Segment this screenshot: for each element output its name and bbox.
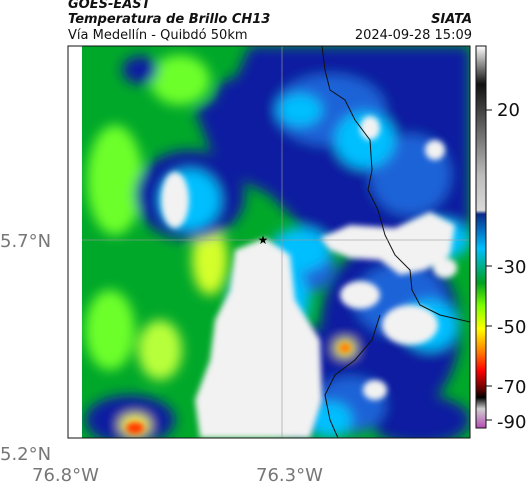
colorbar-label-m50: -50 <box>497 317 526 338</box>
lon-label-2: 76.3°W <box>256 465 323 486</box>
border-lines <box>321 46 470 438</box>
colorbar-label-m30: -30 <box>497 257 526 278</box>
map-gridlines <box>82 46 470 438</box>
satellite-title: GOES-EAST <box>68 0 151 12</box>
cloud-field <box>82 46 470 438</box>
lon-label-1: 76.8°W <box>32 465 99 486</box>
product-title: Temperatura de Brillo CH13 <box>68 12 271 27</box>
colorbar-ticks <box>486 109 492 421</box>
route-label: Vía Medellín - Quibdó 50km <box>68 28 248 43</box>
colorbar <box>475 45 487 429</box>
colorbar-label-20: 20 <box>497 100 520 121</box>
colorbar-label-m70: -70 <box>497 377 526 398</box>
map-border <box>67 45 471 439</box>
agency-label: SIATA <box>431 12 472 27</box>
star-icon: ★ <box>258 233 269 247</box>
lat-label-1: 5.7°N <box>0 231 52 252</box>
lat-label-2: 5.2°N <box>0 444 52 465</box>
datetime-label: 2024-09-28 15:09 <box>354 28 472 43</box>
colorbar-label-m90: -90 <box>497 412 526 433</box>
